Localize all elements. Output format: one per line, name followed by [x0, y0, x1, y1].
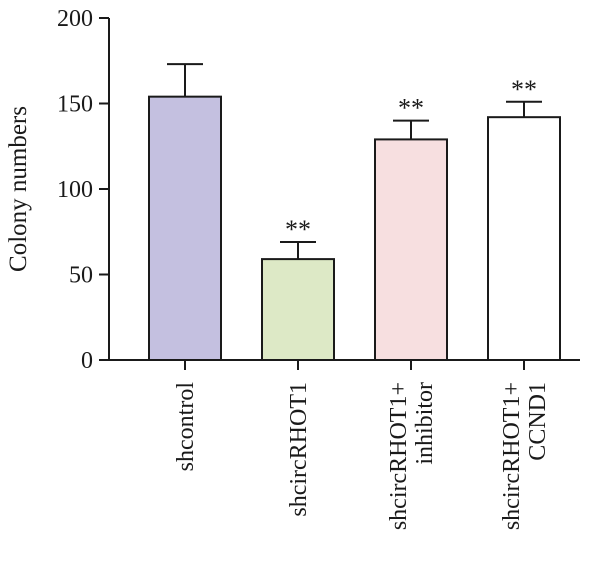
significance-label: ** [285, 215, 311, 244]
y-tick-label: 100 [57, 177, 93, 203]
y-tick-label: 200 [57, 6, 93, 32]
significance-markers: ** ** ** [285, 75, 537, 244]
y-tick-label: 0 [81, 348, 93, 374]
significance-label: ** [511, 75, 537, 104]
bar [374, 138, 448, 361]
bars [148, 95, 561, 362]
bar [487, 116, 561, 362]
category-label: inhibitor [412, 382, 438, 465]
category-label: shcircRHOT1+ [499, 382, 525, 530]
significance-label: ** [398, 94, 424, 123]
bar [148, 95, 222, 361]
y-tick-label: 150 [57, 92, 93, 118]
y-axis: 0 50 100 150 200 [57, 6, 110, 374]
category-label: shcircRHOT1+ [386, 382, 412, 530]
x-axis [109, 359, 580, 370]
bar [261, 258, 335, 361]
y-axis-title: Colony numbers [5, 106, 32, 272]
category-labels: shcontrol shcircRHOT1 shcircRHOT1+ inhibito… [173, 382, 551, 530]
category-label: shcircRHOT1 [286, 382, 312, 517]
category-label: shcontrol [173, 382, 199, 472]
error-bars [167, 63, 542, 260]
category-label: CCND1 [525, 382, 551, 461]
y-tick-label: 50 [69, 263, 93, 289]
